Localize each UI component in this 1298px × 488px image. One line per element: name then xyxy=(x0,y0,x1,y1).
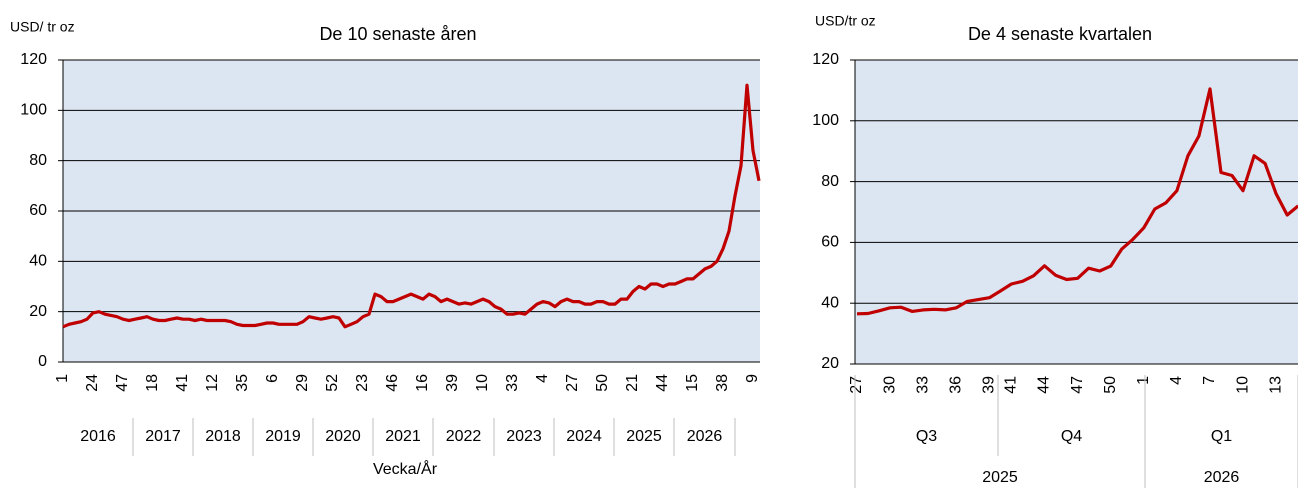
x-tick-label: 39 xyxy=(444,374,461,392)
group-label: 2024 xyxy=(566,428,602,445)
x-tick-label: 1 xyxy=(54,374,71,383)
x-tick-label: 7 xyxy=(1201,376,1218,385)
y-tick-label: 40 xyxy=(29,253,47,270)
x-tick-label: 47 xyxy=(114,374,131,392)
group-label: 2023 xyxy=(506,428,542,445)
y-tick-label: 60 xyxy=(29,202,47,219)
group-label: Q4 xyxy=(1061,428,1082,445)
y-tick-label: 120 xyxy=(20,51,47,68)
plot-area xyxy=(855,60,1298,364)
price-line xyxy=(62,83,761,329)
x-tick-label: 1 xyxy=(1135,376,1152,385)
x-tick-label: 29 xyxy=(294,374,311,392)
y-tick-label: 20 xyxy=(29,303,47,320)
x-tick-label: 15 xyxy=(684,374,701,392)
x-tick-label: 41 xyxy=(174,374,191,392)
x-tick-label: 24 xyxy=(84,374,101,392)
y-tick-label: 120 xyxy=(812,51,839,68)
x-tick-label: 9 xyxy=(744,374,761,383)
group-label: Q3 xyxy=(916,428,937,445)
x-tick-label: 33 xyxy=(504,374,521,392)
x-tick-label: 6 xyxy=(264,374,281,383)
x-tick-label: 12 xyxy=(204,374,221,392)
x-axis-title: Vecka/År xyxy=(373,459,438,478)
x-tick-label: 33 xyxy=(914,376,931,394)
y-axis-title: USD/tr oz xyxy=(815,13,876,29)
y-tick-label: 20 xyxy=(821,355,839,372)
x-tick-label: 4 xyxy=(1168,376,1185,385)
x-tick-label: 10 xyxy=(1234,376,1251,394)
group-label: 2022 xyxy=(446,428,482,445)
group-label: 2026 xyxy=(687,428,723,445)
group-label: Q1 xyxy=(1211,428,1232,445)
x-tick-label: 13 xyxy=(1267,376,1284,394)
x-tick-label: 50 xyxy=(1102,376,1119,394)
x-tick-label: 36 xyxy=(947,376,964,394)
group-label: 2019 xyxy=(265,428,301,445)
group-label: 2018 xyxy=(205,428,241,445)
x-tick-label: 27 xyxy=(848,376,865,394)
group-label: 2016 xyxy=(80,428,116,445)
group-label: 2025 xyxy=(982,469,1018,486)
x-tick-label: 23 xyxy=(354,374,371,392)
x-tick-label: 16 xyxy=(414,374,431,392)
x-tick-label: 21 xyxy=(624,374,641,392)
x-tick-label: 41 xyxy=(1003,376,1020,394)
group-label: 2026 xyxy=(1204,469,1240,486)
group-label: 2017 xyxy=(145,428,181,445)
x-tick-label: 18 xyxy=(144,374,161,392)
x-tick-label: 30 xyxy=(881,376,898,394)
chart-title: De 10 senaste åren xyxy=(319,24,476,44)
group-label: 2021 xyxy=(385,428,421,445)
y-tick-label: 80 xyxy=(29,152,47,169)
x-tick-label: 27 xyxy=(564,374,581,392)
y-tick-label: 0 xyxy=(38,353,47,370)
x-tick-label: 47 xyxy=(1069,376,1086,394)
x-tick-label: 52 xyxy=(324,374,341,392)
chart-title: De 4 senaste kvartalen xyxy=(968,24,1152,44)
x-tick-label: 50 xyxy=(594,374,611,392)
x-tick-label: 44 xyxy=(654,374,671,392)
y-tick-label: 100 xyxy=(20,102,47,119)
x-tick-label: 35 xyxy=(234,374,251,392)
x-tick-label: 46 xyxy=(384,374,401,392)
y-tick-label: 40 xyxy=(821,294,839,311)
x-tick-label: 10 xyxy=(474,374,491,392)
x-tick-label: 38 xyxy=(714,374,731,392)
y-tick-label: 60 xyxy=(821,234,839,251)
group-label: 2025 xyxy=(626,428,662,445)
x-tick-label: 44 xyxy=(1036,376,1053,394)
x-tick-label: 39 xyxy=(981,376,998,394)
price-line xyxy=(856,87,1298,316)
y-tick-label: 80 xyxy=(821,173,839,190)
group-label: 2020 xyxy=(325,428,361,445)
y-tick-label: 100 xyxy=(812,112,839,129)
x-tick-label: 4 xyxy=(534,374,551,383)
y-axis-title: USD/ tr oz xyxy=(10,19,75,35)
